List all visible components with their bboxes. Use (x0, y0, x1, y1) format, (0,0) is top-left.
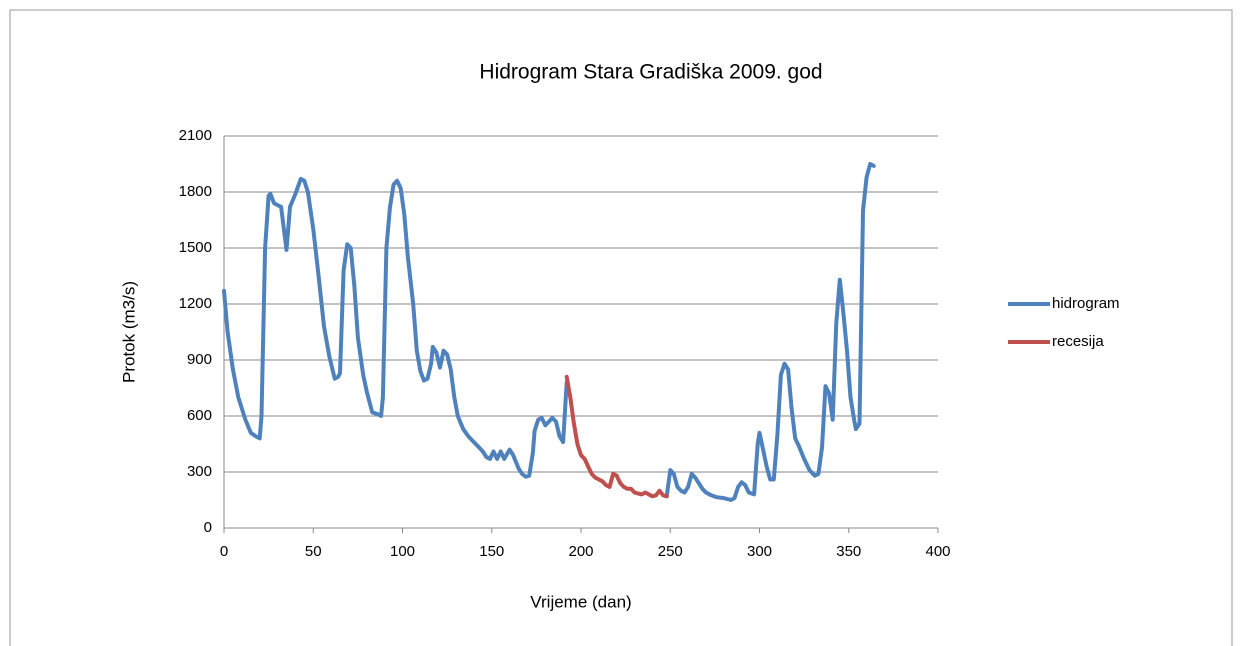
chart-frame (9, 9, 1233, 646)
y-tick-label: 900 (187, 351, 212, 368)
x-tick-label: 50 (305, 543, 322, 560)
line-series (564, 374, 669, 499)
x-tick-label: 350 (836, 543, 861, 560)
line-series (222, 162, 876, 502)
x-tick-label: 150 (479, 543, 504, 560)
legend-label: hidrogram (1052, 295, 1120, 312)
y-tick-label: 600 (187, 407, 212, 424)
x-axis-label: Vrijeme (dan) (530, 592, 631, 611)
x-tick-label: 100 (390, 543, 415, 560)
y-axis-label: Protok (m3/s) (119, 281, 138, 383)
x-tick-label: 250 (658, 543, 683, 560)
y-tick-label: 300 (187, 463, 212, 480)
y-tick-label: 0 (204, 519, 212, 536)
chart-title: Hidrogram Stara Gradiška 2009. god (479, 61, 822, 84)
y-tick-label: 1800 (179, 183, 212, 200)
x-tick-label: 400 (925, 543, 950, 560)
y-tick-label: 1200 (179, 295, 212, 312)
legend-label: recesija (1052, 333, 1104, 350)
x-tick-label: 0 (220, 543, 228, 560)
x-tick-label: 300 (747, 543, 772, 560)
y-tick-label: 2100 (179, 127, 212, 144)
y-tick-label: 1500 (179, 239, 212, 256)
x-tick-label: 200 (568, 543, 593, 560)
